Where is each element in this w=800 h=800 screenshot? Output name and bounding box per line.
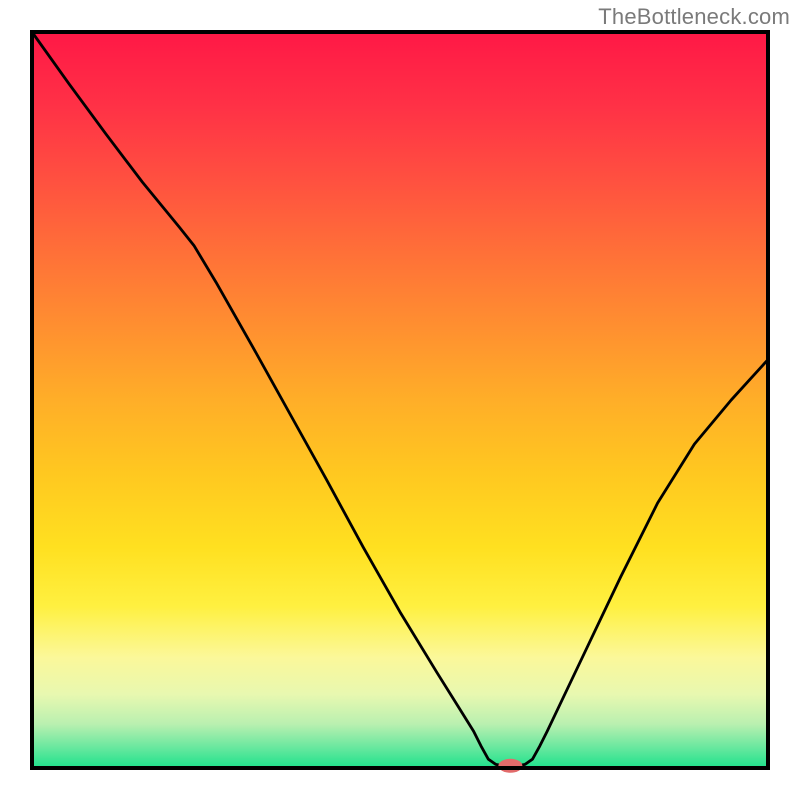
chart-svg xyxy=(0,0,800,800)
bottleneck-chart: TheBottleneck.com xyxy=(0,0,800,800)
plot-background xyxy=(32,32,768,768)
watermark-text: TheBottleneck.com xyxy=(598,4,790,30)
optimal-marker xyxy=(498,759,522,773)
